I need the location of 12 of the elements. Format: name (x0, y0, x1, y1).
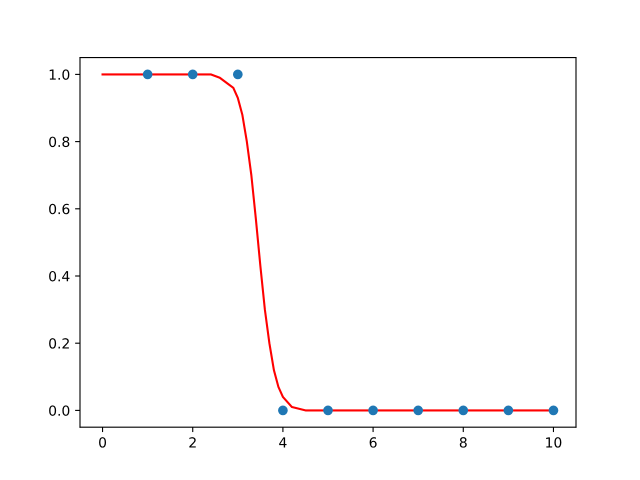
x-tick-label: 0 (99, 437, 106, 448)
x-tick-label: 10 (546, 437, 562, 448)
x-tick-label: 2 (189, 437, 196, 448)
x-tick-label: 8 (460, 437, 467, 448)
y-tick-label: 0.0 (49, 405, 70, 416)
y-tick-label: 0.2 (49, 338, 69, 349)
y-tick-label: 0.8 (49, 136, 70, 148)
x-tick-label: 4 (279, 437, 287, 448)
y-tick-label: 0.4 (49, 270, 70, 282)
y-tick-label: 0.6 (49, 204, 70, 214)
x-tick-label: 6 (370, 437, 377, 448)
y-tick-label: 1.0 (50, 69, 70, 80)
